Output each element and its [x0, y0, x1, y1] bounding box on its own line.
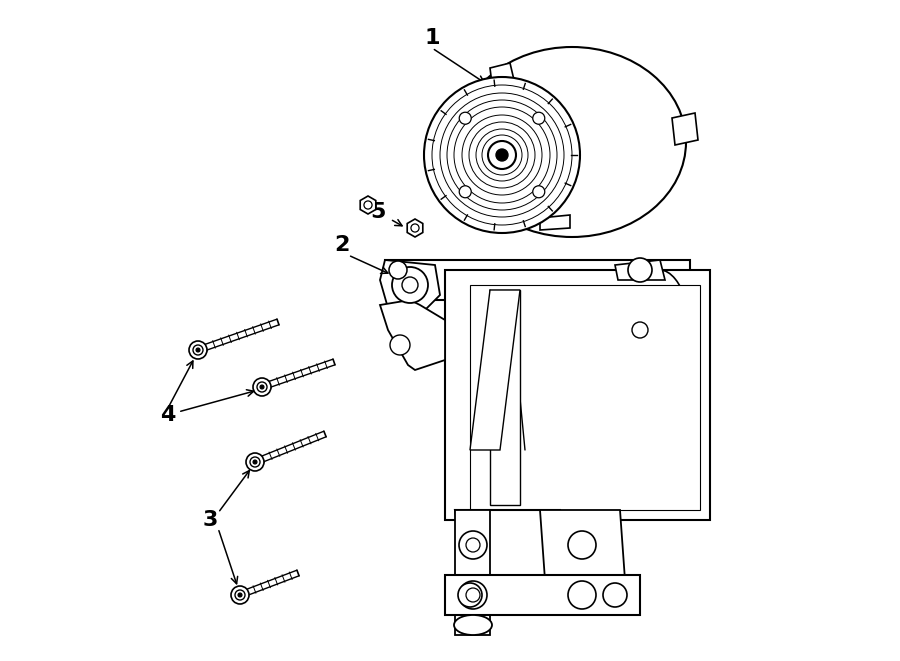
Circle shape: [459, 531, 487, 559]
Circle shape: [257, 382, 267, 392]
Circle shape: [459, 112, 472, 124]
Text: 1: 1: [424, 28, 440, 48]
Circle shape: [424, 77, 580, 233]
Polygon shape: [380, 300, 445, 370]
Circle shape: [533, 112, 544, 124]
Circle shape: [476, 129, 528, 181]
Polygon shape: [445, 270, 710, 520]
Circle shape: [402, 277, 418, 293]
Circle shape: [235, 590, 245, 600]
Polygon shape: [540, 215, 570, 230]
Text: 4: 4: [160, 405, 176, 425]
Polygon shape: [470, 290, 520, 450]
Circle shape: [432, 85, 572, 225]
Circle shape: [454, 107, 550, 203]
Circle shape: [469, 122, 535, 188]
Circle shape: [440, 93, 564, 217]
Circle shape: [390, 335, 410, 355]
Circle shape: [533, 186, 544, 198]
Circle shape: [632, 322, 648, 338]
Circle shape: [568, 531, 596, 559]
Ellipse shape: [458, 47, 686, 237]
Circle shape: [462, 115, 542, 195]
Circle shape: [568, 581, 596, 609]
Polygon shape: [360, 196, 376, 214]
Circle shape: [196, 348, 200, 352]
Polygon shape: [540, 510, 625, 580]
Polygon shape: [615, 260, 665, 280]
Text: 2: 2: [334, 235, 350, 255]
Polygon shape: [380, 260, 440, 320]
Circle shape: [603, 583, 627, 607]
Polygon shape: [445, 575, 640, 615]
Circle shape: [364, 201, 372, 209]
Circle shape: [250, 457, 260, 467]
Circle shape: [411, 224, 419, 232]
Circle shape: [459, 581, 487, 609]
Circle shape: [496, 149, 508, 161]
Circle shape: [488, 141, 516, 169]
Circle shape: [447, 100, 557, 210]
Polygon shape: [490, 63, 514, 84]
Circle shape: [392, 267, 428, 303]
Circle shape: [246, 453, 264, 471]
Circle shape: [458, 583, 482, 607]
Text: 3: 3: [202, 510, 218, 530]
Polygon shape: [672, 113, 698, 145]
Polygon shape: [455, 510, 490, 635]
Circle shape: [628, 258, 652, 282]
Circle shape: [389, 261, 407, 279]
Ellipse shape: [454, 615, 492, 635]
Polygon shape: [385, 260, 690, 300]
Circle shape: [253, 378, 271, 396]
Circle shape: [238, 593, 242, 597]
Circle shape: [482, 135, 522, 175]
Polygon shape: [455, 510, 565, 580]
Text: 5: 5: [370, 202, 386, 222]
Polygon shape: [470, 285, 700, 510]
Circle shape: [189, 341, 207, 359]
Circle shape: [466, 538, 480, 552]
Polygon shape: [407, 219, 423, 237]
Circle shape: [260, 385, 264, 389]
Polygon shape: [490, 290, 520, 505]
Circle shape: [231, 586, 249, 604]
Circle shape: [253, 460, 257, 464]
Circle shape: [459, 186, 472, 198]
Circle shape: [193, 345, 203, 355]
Circle shape: [466, 588, 480, 602]
